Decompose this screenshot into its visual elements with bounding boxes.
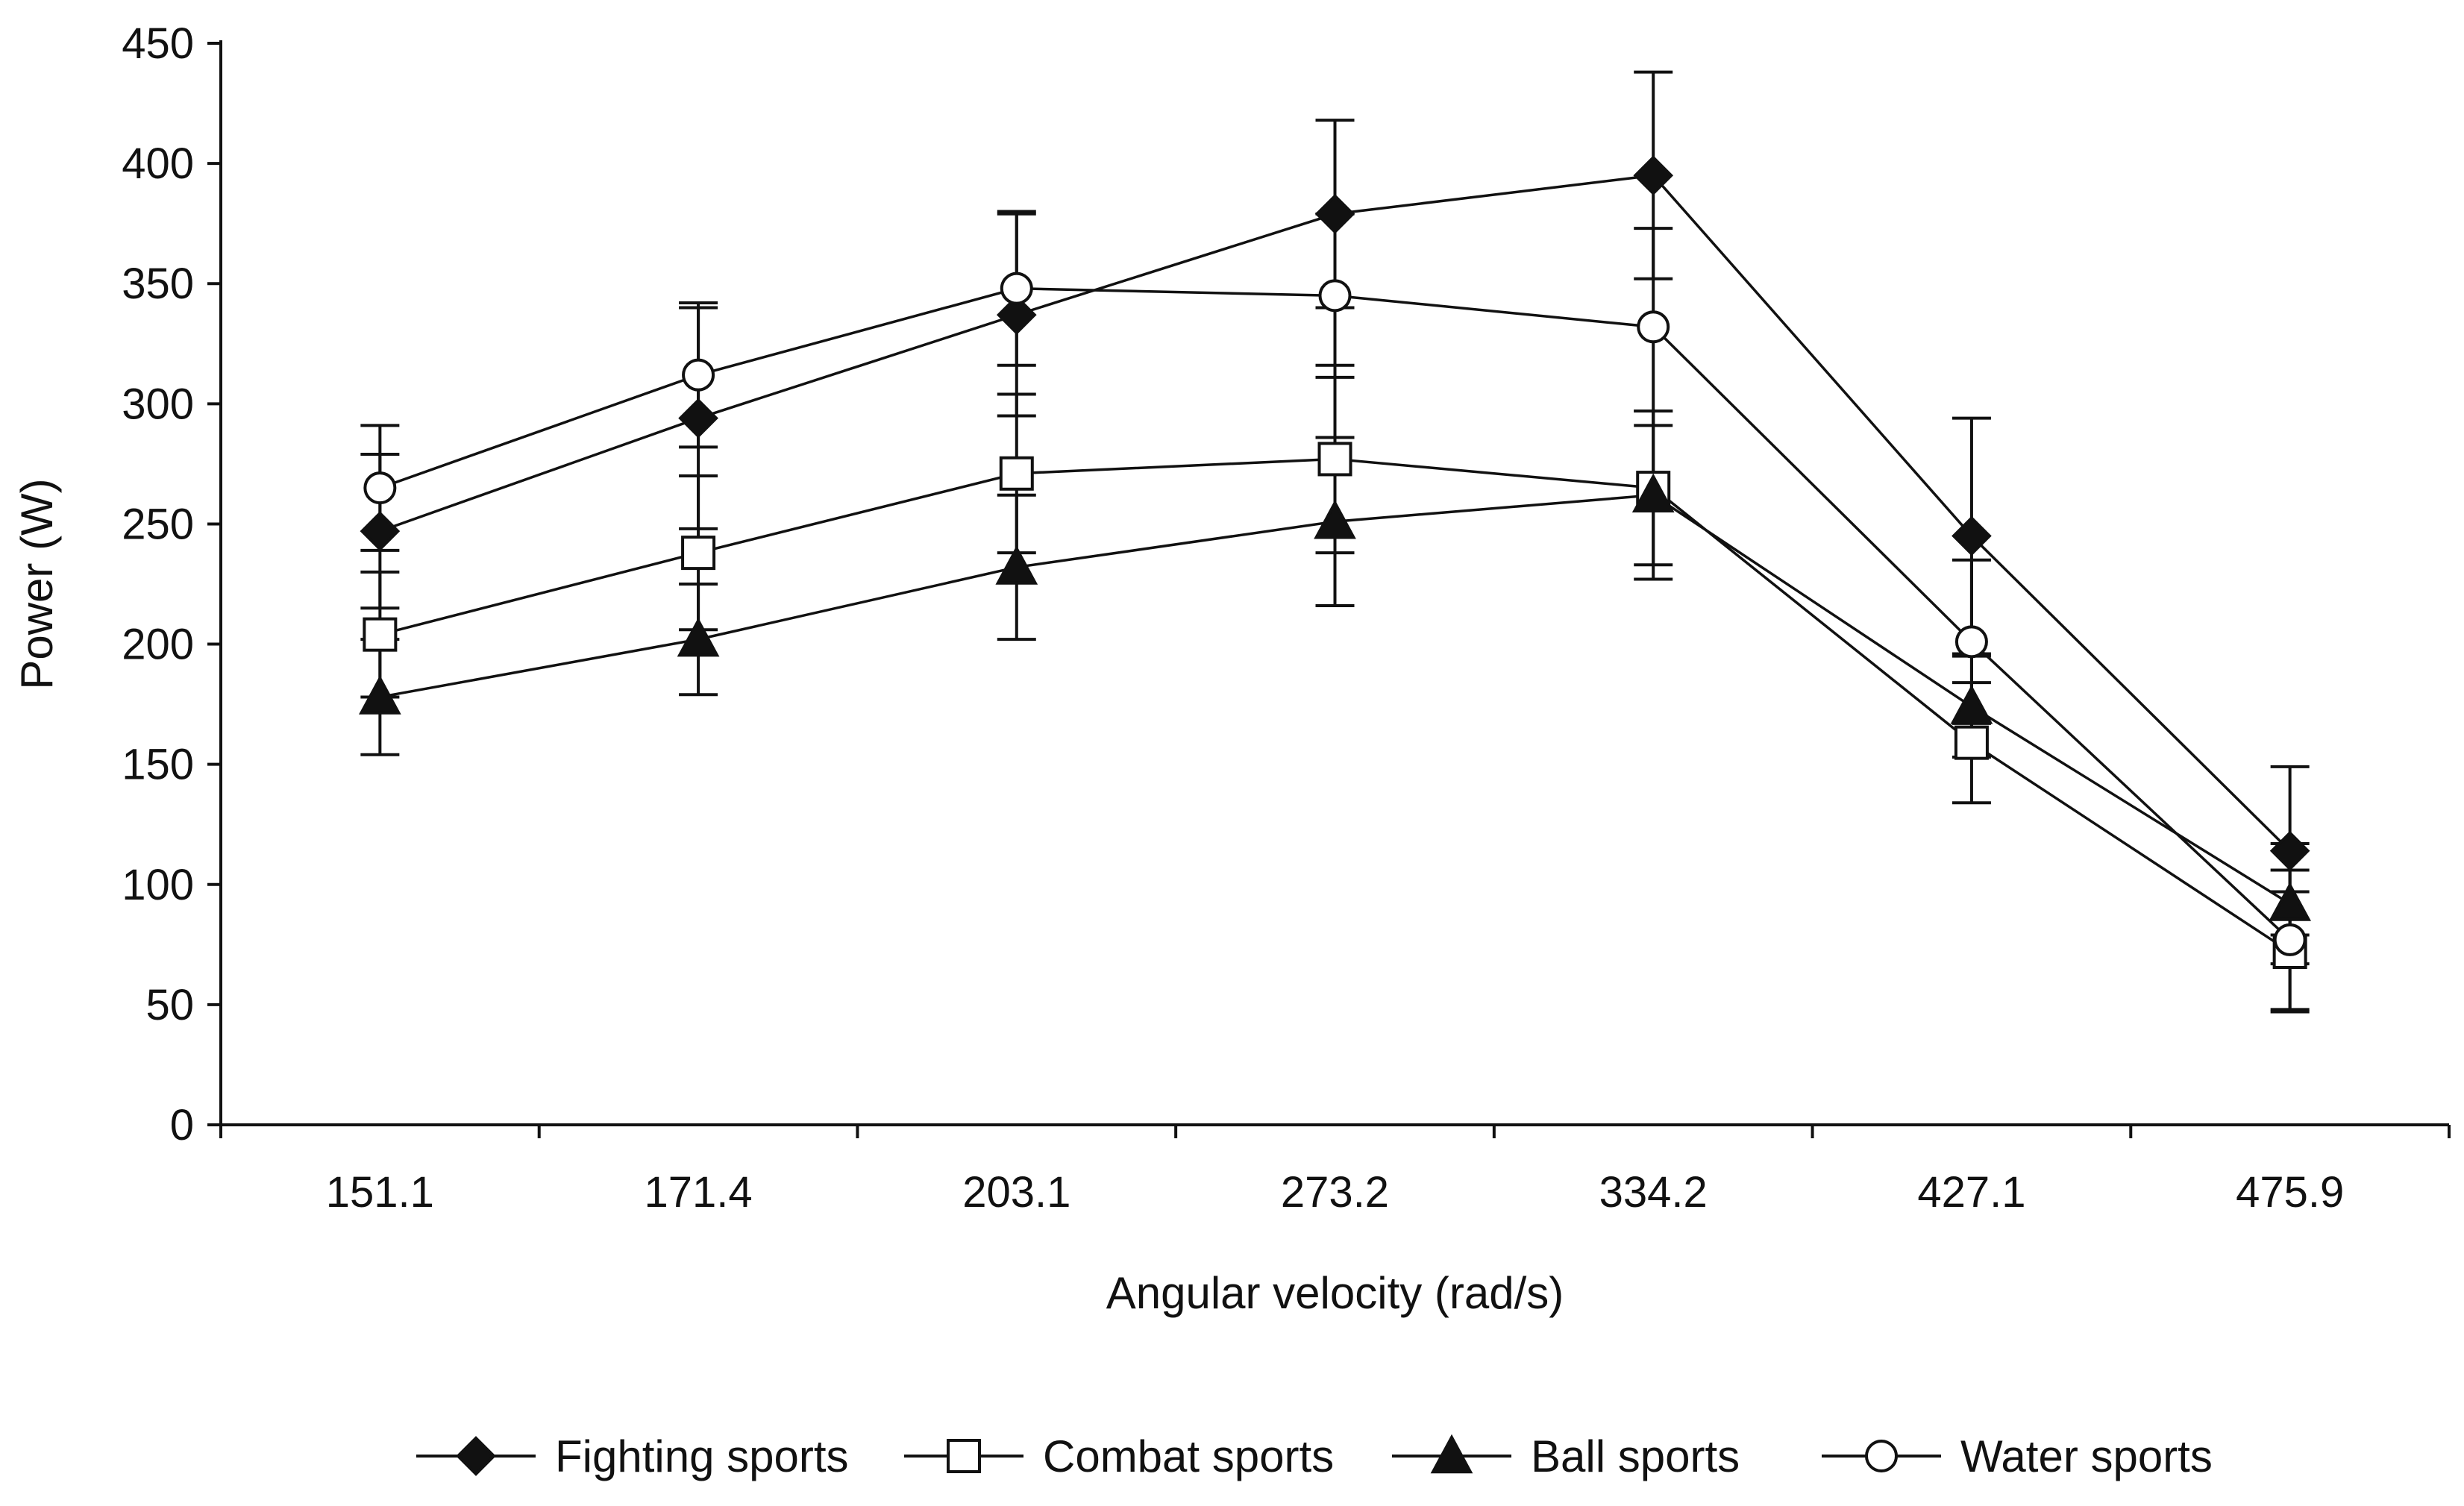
data-point-combat-sports: [1954, 725, 1989, 760]
legend: Fighting sports Combat sports Ball sports W…: [416, 1431, 2213, 1481]
data-point-ball-sports: [359, 675, 401, 715]
x-tick-label: 203.1: [962, 1168, 1070, 1217]
plot-area: 0 50 100 150 200 250 300 350 400 450 151.1 171.4 20…: [122, 19, 2451, 1217]
y-axis-title: Power (W): [12, 478, 62, 689]
series-ball-sports: [360, 410, 2310, 966]
y-tick-label: 250: [122, 500, 194, 548]
y-tick-label: 400: [122, 139, 194, 188]
data-point-combat-sports: [363, 617, 398, 652]
data-point-ball-sports: [2269, 882, 2311, 921]
data-point-water-sports: [2273, 923, 2307, 956]
x-tick-label: 151.1: [326, 1168, 434, 1217]
data-point-ball-sports: [1314, 500, 1356, 539]
legend-label-combat-sports: Combat sports: [1043, 1431, 1334, 1481]
data-point-water-sports: [1637, 310, 1670, 344]
data-point-ball-sports: [995, 545, 1038, 585]
data-point-ball-sports: [677, 617, 720, 657]
series-water-sports: [360, 210, 2310, 1011]
x-axis-ticks: 151.1 171.4 203.1 273.2 334.2 427.1 475.9: [219, 1125, 2451, 1217]
legend-item-water-sports: Water sports: [1822, 1431, 2213, 1481]
y-tick-label: 100: [122, 861, 194, 909]
data-point-fighting-sports: [996, 295, 1037, 335]
legend-marker-combat-sports: [947, 1439, 981, 1473]
data-point-fighting-sports: [360, 511, 401, 551]
y-tick-label: 150: [122, 741, 194, 789]
x-tick-label: 273.2: [1281, 1168, 1389, 1217]
legend-item-fighting-sports: Fighting sports: [416, 1431, 849, 1481]
data-point-fighting-sports: [1314, 193, 1355, 234]
x-tick-label: 334.2: [1599, 1168, 1708, 1217]
legend-item-ball-sports: Ball sports: [1392, 1431, 1740, 1481]
data-point-ball-sports: [1950, 685, 1993, 724]
data-point-fighting-sports: [2269, 830, 2310, 871]
x-tick-label: 171.4: [644, 1168, 752, 1217]
y-tick-label: 200: [122, 621, 194, 669]
data-point-ball-sports: [1631, 473, 1675, 513]
data-point-water-sports: [1954, 625, 1988, 659]
data-point-water-sports: [363, 471, 397, 505]
data-point-water-sports: [1318, 279, 1352, 313]
markers-fighting-sports: [360, 155, 2310, 871]
y-tick-label: 0: [170, 1101, 194, 1149]
legend-marker-ball-sports: [1430, 1434, 1473, 1474]
data-point-water-sports: [682, 358, 715, 392]
y-tick-label: 50: [145, 981, 194, 1029]
markers-water-sports: [363, 272, 2307, 956]
y-axis-ticks: 0 50 100 150 200 250 300 350 400 450: [122, 19, 221, 1149]
series-layer: [359, 70, 2311, 1014]
y-tick-label: 450: [122, 19, 194, 68]
legend-label-water-sports: Water sports: [1960, 1431, 2213, 1481]
markers-combat-sports: [363, 442, 2307, 969]
data-point-combat-sports: [1317, 442, 1352, 477]
x-tick-label: 427.1: [1917, 1168, 2025, 1217]
data-point-combat-sports: [999, 456, 1034, 491]
y-tick-label: 300: [122, 380, 194, 428]
data-point-fighting-sports: [1952, 515, 1992, 556]
legend-label-fighting-sports: Fighting sports: [555, 1431, 849, 1481]
legend-marker-fighting-sports: [456, 1436, 496, 1476]
data-point-fighting-sports: [1633, 155, 1674, 196]
legend-item-combat-sports: Combat sports: [904, 1431, 1334, 1481]
data-point-combat-sports: [681, 536, 716, 571]
x-tick-label: 475.9: [2236, 1168, 2344, 1217]
legend-marker-water-sports: [1865, 1440, 1898, 1472]
data-point-fighting-sports: [678, 398, 718, 439]
y-tick-label: 350: [122, 260, 194, 308]
x-axis-title: Angular velocity (rad/s): [1106, 1268, 1564, 1318]
data-point-water-sports: [1000, 272, 1033, 305]
markers-ball-sports: [359, 473, 2311, 921]
legend-label-ball-sports: Ball sports: [1531, 1431, 1740, 1481]
